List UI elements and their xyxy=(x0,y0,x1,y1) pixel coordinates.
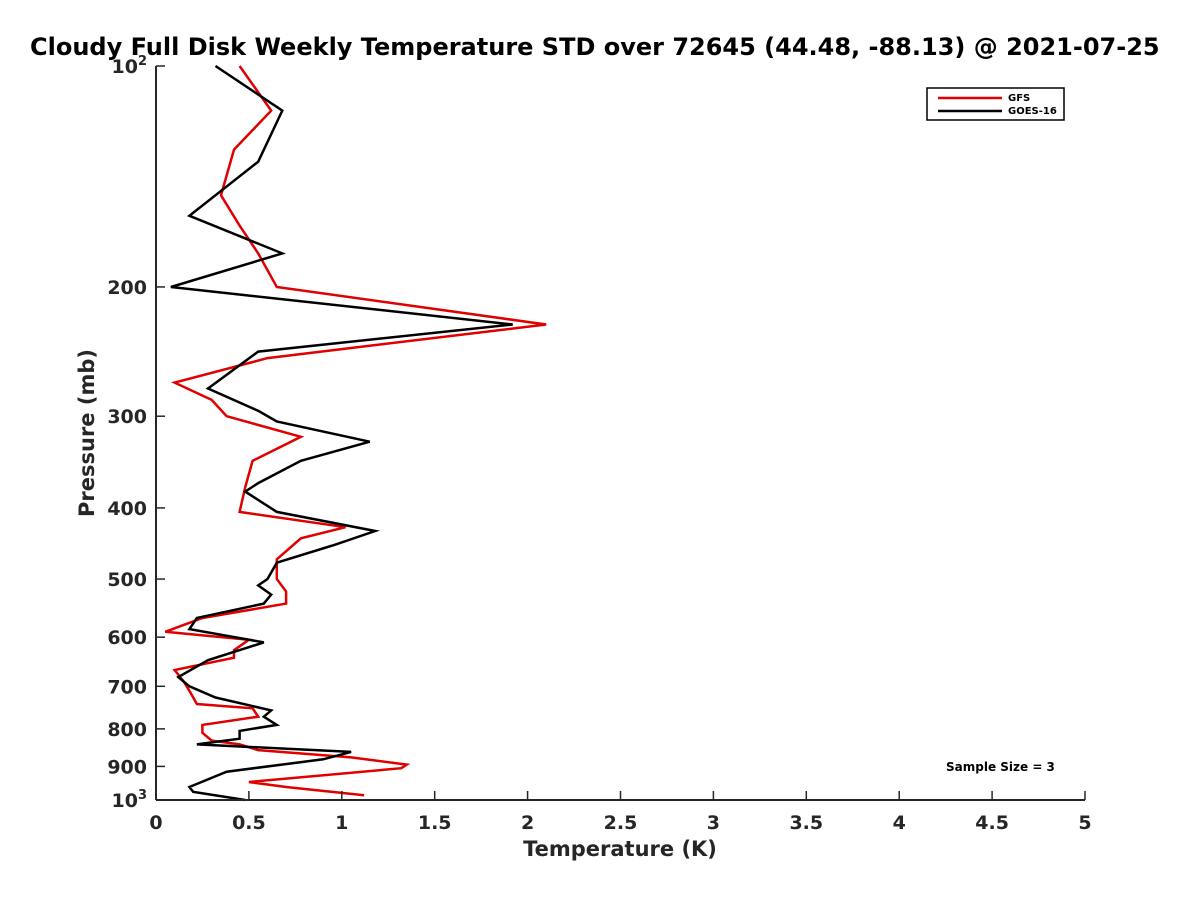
legend: GFS GOES-16 xyxy=(926,87,1065,121)
chart-title: Cloudy Full Disk Weekly Temperature STD … xyxy=(30,33,1160,61)
y-tick-label: 600 xyxy=(107,627,147,649)
series-line-goes16 xyxy=(170,64,513,802)
x-tick-label: 1 xyxy=(335,812,348,834)
y-axis-label: Pressure (mb) xyxy=(75,349,99,517)
y-axis-ticks: 102 200 300 400 500 600 700 800 900 103 xyxy=(107,54,165,812)
x-tick-label: 2.5 xyxy=(604,812,638,834)
x-tick-label: 4.5 xyxy=(975,812,1009,834)
sample-size-annotation: Sample Size = 3 xyxy=(946,760,1055,774)
x-axis-ticks: 0 0.5 1 1.5 2 2.5 3 3.5 4 4.5 5 xyxy=(149,791,1092,834)
x-tick-label: 4 xyxy=(893,812,906,834)
y-tick-label: 300 xyxy=(107,406,147,428)
plot-area xyxy=(164,64,547,802)
x-tick-label: 0.5 xyxy=(232,812,266,834)
legend-label-gfs: GFS xyxy=(1008,93,1030,104)
y-tick-label: 102 xyxy=(112,54,148,78)
y-tick-label: 800 xyxy=(107,719,147,741)
y-tick-label: 400 xyxy=(107,498,147,520)
x-tick-label: 3.5 xyxy=(789,812,823,834)
x-tick-label: 1.5 xyxy=(418,812,452,834)
y-tick-label: 103 xyxy=(112,788,148,812)
legend-box xyxy=(926,87,1065,121)
x-tick-label: 0 xyxy=(149,812,162,834)
y-tick-label: 200 xyxy=(107,277,147,299)
x-tick-label: 5 xyxy=(1078,812,1091,834)
x-axis-label: Temperature (K) xyxy=(523,837,717,861)
y-tick-label: 700 xyxy=(107,676,147,698)
x-tick-label: 3 xyxy=(707,812,720,834)
series-line-gfs xyxy=(164,65,547,797)
x-tick-label: 2 xyxy=(521,812,534,834)
legend-label-goes16: GOES-16 xyxy=(1008,106,1057,117)
y-tick-label: 900 xyxy=(107,756,147,778)
y-tick-label: 500 xyxy=(107,569,147,591)
